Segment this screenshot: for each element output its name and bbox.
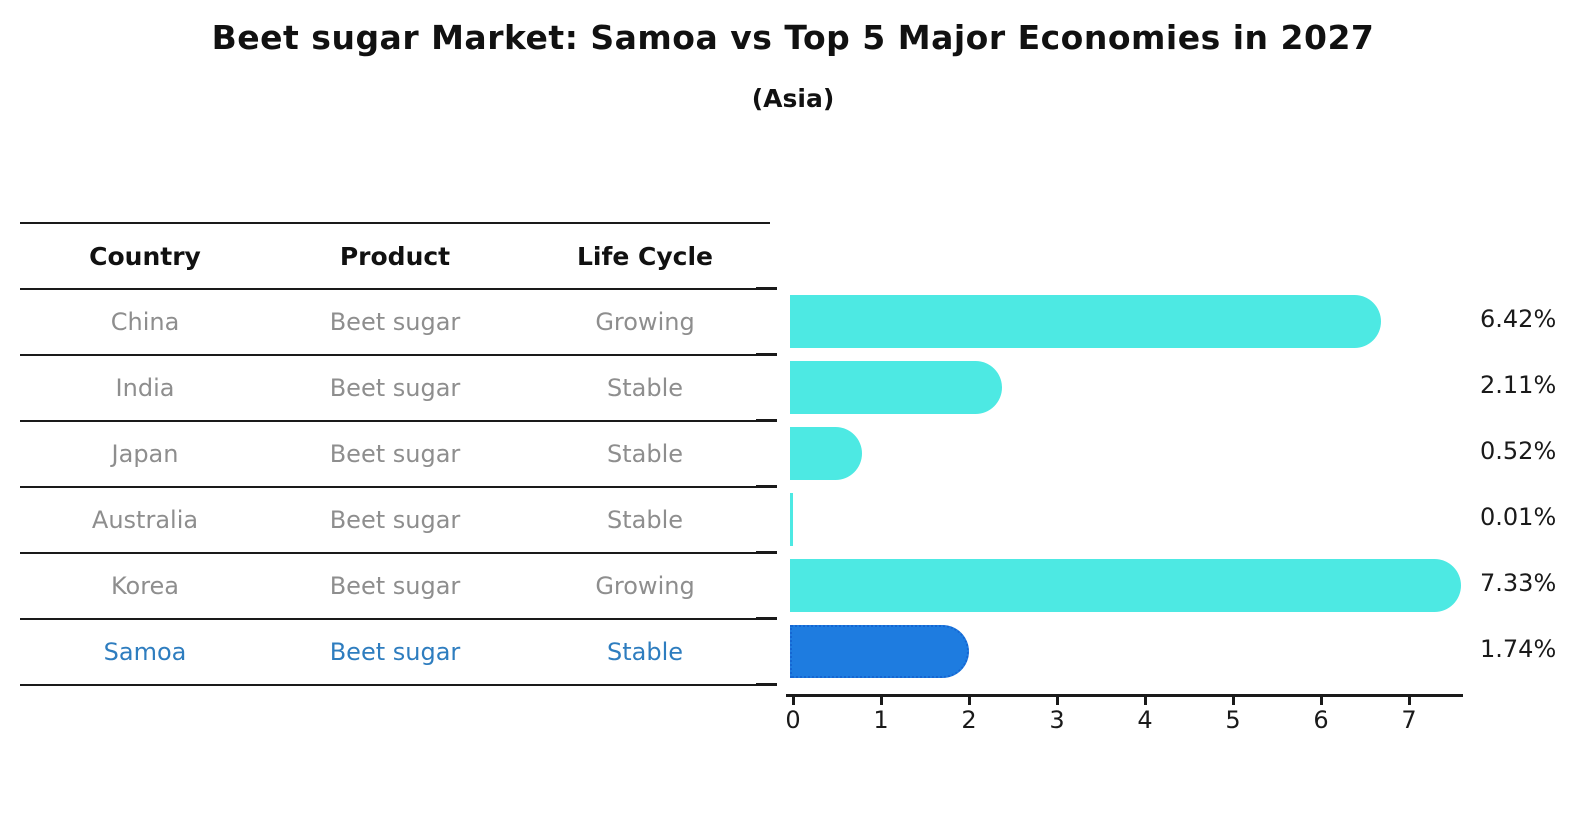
- y-tick: [756, 419, 777, 422]
- value-label-india: 2.11%: [1480, 371, 1557, 399]
- country-cell: Australia: [91, 506, 199, 534]
- value-label-samoa: 1.74%: [1480, 635, 1557, 663]
- life-cycle-cell: Stable: [606, 506, 684, 534]
- y-tick: [756, 287, 777, 290]
- x-tick-label: 4: [1137, 706, 1153, 734]
- column-header-life-cycle: Life Cycle: [576, 241, 714, 271]
- x-tick: [1232, 696, 1235, 705]
- x-tick: [1320, 696, 1323, 705]
- bar-china: [790, 294, 1381, 348]
- x-tick: [1144, 696, 1147, 705]
- x-axis-line: [786, 694, 1463, 697]
- column-header-country: Country: [89, 241, 201, 271]
- product-cell: Beet sugar: [329, 638, 461, 666]
- column-header-product: Product: [339, 241, 451, 271]
- country-cell: China: [110, 308, 180, 336]
- x-tick-label: 5: [1225, 706, 1241, 734]
- life-cycle-cell: Stable: [606, 638, 684, 666]
- x-tick: [880, 696, 883, 705]
- y-tick: [756, 551, 777, 554]
- country-table: Country Product Life Cycle China Beet su…: [20, 222, 770, 686]
- x-tick: [792, 696, 795, 705]
- bar-japan: [790, 426, 862, 480]
- product-cell: Beet sugar: [329, 374, 461, 402]
- product-cell: Beet sugar: [329, 572, 461, 600]
- table-row: India Beet sugar Stable: [20, 356, 770, 422]
- life-cycle-cell: Growing: [595, 572, 695, 600]
- value-label-japan: 0.52%: [1480, 437, 1557, 465]
- x-tick-label: 7: [1401, 706, 1417, 734]
- country-cell: Korea: [110, 572, 180, 600]
- product-cell: Beet sugar: [329, 506, 461, 534]
- table-row: Korea Beet sugar Growing: [20, 554, 770, 620]
- table-row: China Beet sugar Growing: [20, 290, 770, 356]
- value-label-korea: 7.33%: [1480, 569, 1557, 597]
- product-cell: Beet sugar: [329, 308, 461, 336]
- product-cell: Beet sugar: [329, 440, 461, 468]
- chart-subtitle: (Asia): [751, 84, 835, 113]
- bar-highlighted-samoa: [790, 624, 970, 678]
- value-label-australia: 0.01%: [1480, 503, 1557, 531]
- x-tick: [1408, 696, 1411, 705]
- life-cycle-cell: Stable: [606, 440, 684, 468]
- x-tick-label: 0: [785, 706, 801, 734]
- x-tick-label: 3: [1049, 706, 1065, 734]
- life-cycle-cell: Stable: [606, 374, 684, 402]
- bar-australia: [790, 492, 793, 546]
- y-tick: [756, 617, 777, 620]
- x-tick: [968, 696, 971, 705]
- table-row: Australia Beet sugar Stable: [20, 488, 770, 554]
- x-tick: [1056, 696, 1059, 705]
- y-tick: [756, 683, 777, 686]
- value-label-china: 6.42%: [1480, 305, 1557, 333]
- bar-india: [790, 360, 1002, 414]
- table-row: Japan Beet sugar Stable: [20, 422, 770, 488]
- chart-title: Beet sugar Market: Samoa vs Top 5 Major …: [211, 18, 1375, 57]
- y-tick: [756, 353, 777, 356]
- table-row-highlighted: Samoa Beet sugar Stable: [20, 620, 770, 686]
- x-tick-label: 6: [1313, 706, 1329, 734]
- y-tick: [756, 485, 777, 488]
- bar-korea: [790, 558, 1462, 612]
- life-cycle-cell: Growing: [595, 308, 695, 336]
- x-tick-label: 2: [961, 706, 977, 734]
- country-cell: Samoa: [103, 638, 187, 666]
- x-tick-label: 1: [873, 706, 889, 734]
- country-cell: Japan: [111, 440, 179, 468]
- country-cell: India: [115, 374, 175, 402]
- table-header-row: Country Product Life Cycle: [20, 224, 770, 290]
